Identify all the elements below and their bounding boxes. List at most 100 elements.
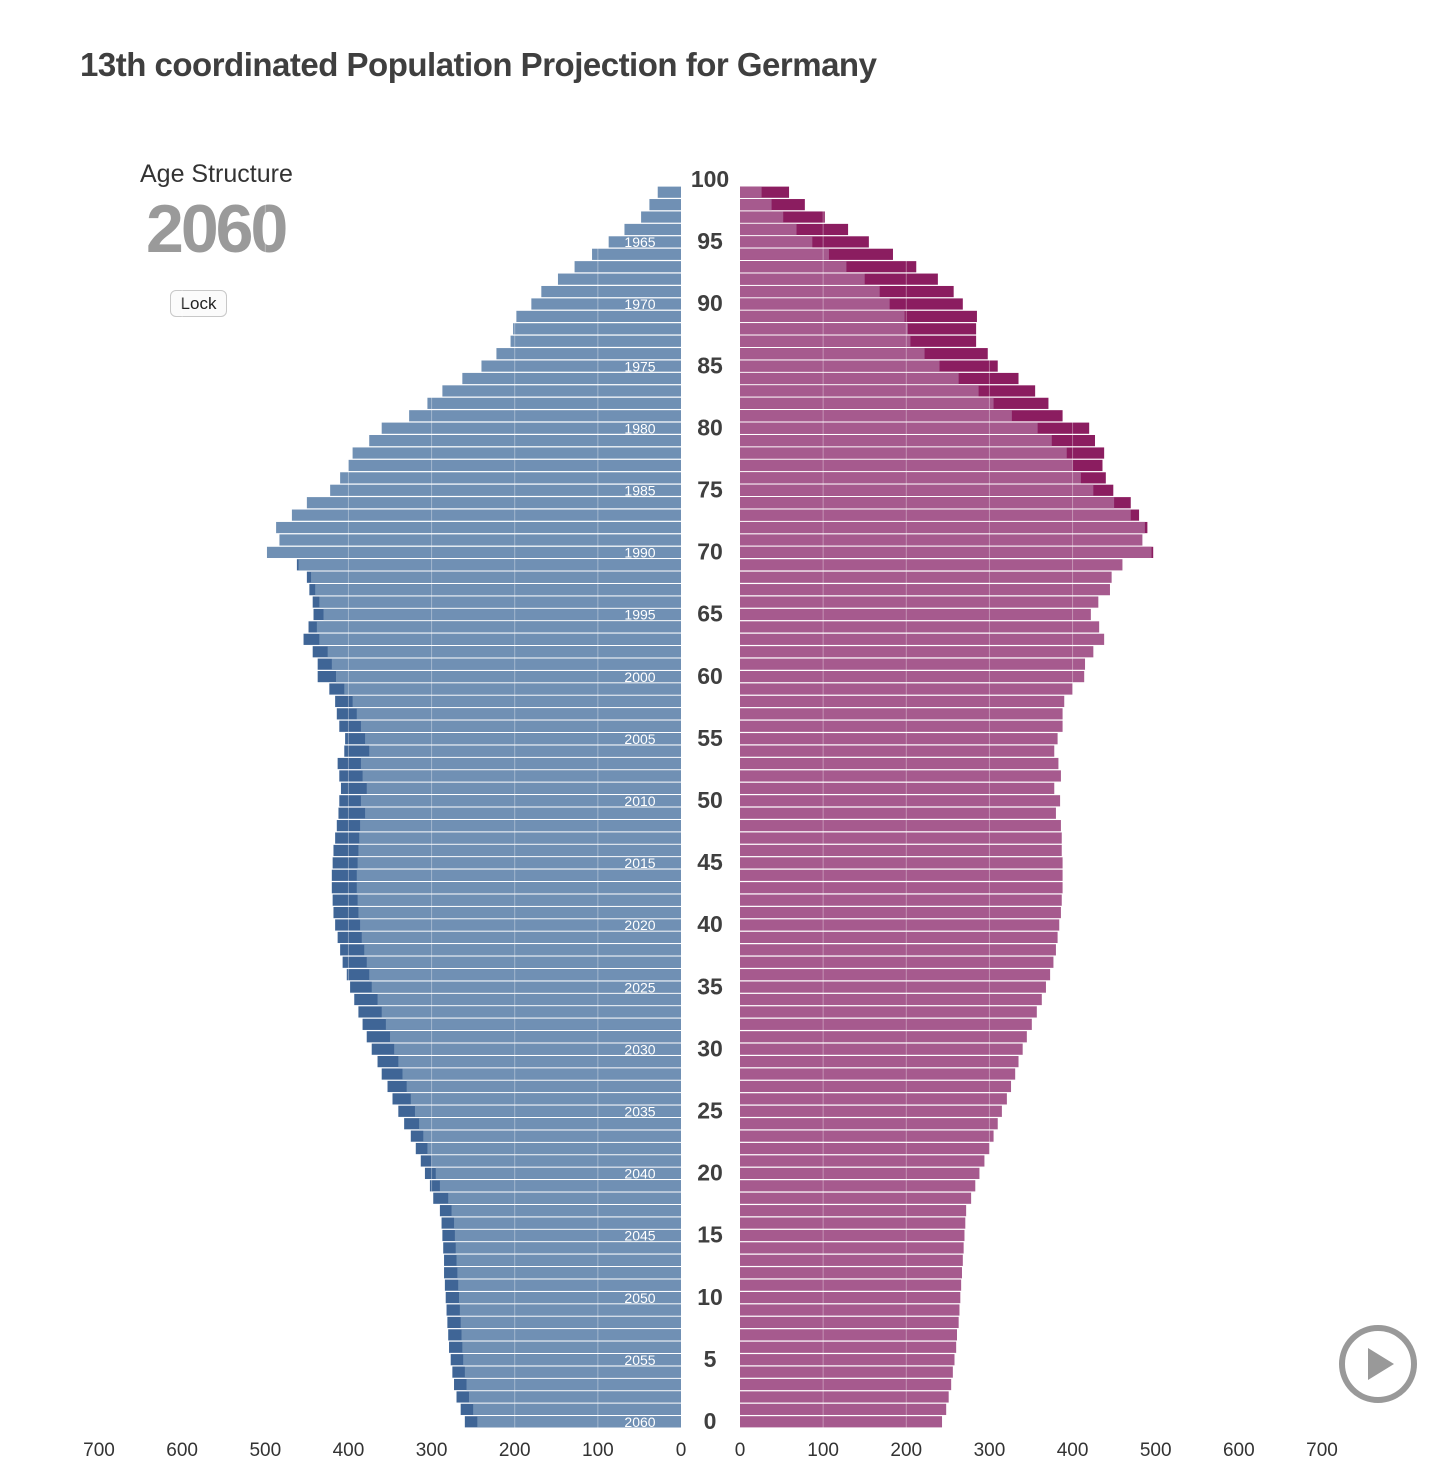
male-bar-age-33: [381, 1006, 681, 1018]
female-bar-age-38: [740, 944, 1056, 956]
male-bar-age-37: [366, 956, 681, 968]
male-bar-age-52: [362, 770, 681, 782]
age-tick-40: 40: [697, 911, 723, 937]
female-bar-age-31: [740, 1031, 1027, 1043]
male-bar-age-67: [315, 584, 681, 596]
male-bar-age-72: [276, 521, 681, 534]
female-bar-age-81: [740, 410, 1012, 422]
x-tick-right-500: 500: [1140, 1440, 1172, 1461]
male-bar-age-29: [398, 1056, 681, 1068]
male-bar-age-88: [513, 323, 681, 335]
female-bar-age-61: [740, 658, 1086, 670]
cohort-label-2040: 2040: [624, 1166, 655, 1182]
female-bar-age-87: [740, 335, 911, 347]
cohort-label-2030: 2030: [624, 1041, 655, 1057]
cohort-label-1980: 1980: [624, 420, 655, 436]
male-bar-age-84: [462, 372, 681, 385]
female-bar-age-28: [740, 1068, 1016, 1080]
female-bars: [740, 186, 1154, 1428]
male-bar-age-71: [279, 534, 681, 546]
male-bar-age-16: [454, 1217, 681, 1229]
current-year-display: 2060: [146, 191, 288, 267]
x-tick-left-600: 600: [166, 1440, 198, 1461]
female-bar-age-46: [740, 844, 1062, 857]
male-bar-age-6: [462, 1341, 681, 1353]
female-bar-age-50: [740, 795, 1061, 807]
female-bar-age-17: [740, 1205, 967, 1217]
male-bar-age-59: [344, 683, 681, 695]
x-tick-left-100: 100: [582, 1440, 614, 1461]
female-bar-age-27: [740, 1080, 1012, 1093]
female-bar-age-24: [740, 1118, 998, 1130]
female-bar-age-85: [740, 360, 940, 372]
male-bar-age-40: [360, 919, 681, 931]
male-bar-age-7: [461, 1329, 681, 1341]
female-bar-age-12: [740, 1267, 962, 1279]
male-bar-age-12: [457, 1267, 681, 1279]
female-bar-age-2: [740, 1391, 949, 1403]
male-bar-age-43: [356, 882, 681, 894]
play-button[interactable]: [1338, 1324, 1418, 1404]
age-tick-65: 65: [697, 601, 723, 627]
lock-button[interactable]: Lock: [170, 290, 227, 317]
male-bar-age-0: [477, 1416, 681, 1428]
female-bar-age-10: [740, 1291, 961, 1304]
female-bar-age-51: [740, 782, 1055, 794]
male-bar-age-39: [361, 931, 681, 944]
cohort-label-1990: 1990: [624, 545, 655, 561]
male-bar-age-60: [335, 670, 681, 683]
male-bar-age-32: [385, 1018, 681, 1030]
female-bar-age-39: [740, 931, 1058, 944]
female-bar-age-6: [740, 1341, 957, 1353]
male-bar-age-78: [352, 447, 681, 459]
age-tick-70: 70: [697, 539, 723, 565]
male-bar-age-80: [381, 422, 681, 434]
male-bar-age-61: [331, 658, 681, 670]
x-tick-right-400: 400: [1057, 1440, 1089, 1461]
female-bar-age-21: [740, 1155, 985, 1167]
male-bar-age-19: [439, 1180, 681, 1192]
age-tick-85: 85: [697, 352, 723, 378]
male-bar-age-98: [649, 199, 681, 211]
female-bar-age-64: [740, 621, 1100, 633]
male-bar-age-95: [608, 236, 681, 248]
female-bar-age-22: [740, 1142, 990, 1155]
female-bar-age-83: [740, 385, 979, 397]
male-bar-age-90: [531, 298, 681, 310]
age-tick-0: 0: [704, 1408, 717, 1434]
female-bar-age-14: [740, 1242, 964, 1254]
male-bar-age-64: [316, 621, 681, 633]
female-bar-age-41: [740, 906, 1061, 919]
female-bar-age-26: [740, 1093, 1007, 1105]
cohort-label-2010: 2010: [624, 793, 655, 809]
x-tick-left-200: 200: [499, 1440, 531, 1461]
male-bar-age-83: [442, 385, 681, 397]
age-tick-90: 90: [697, 290, 723, 316]
male-bar-age-22: [427, 1142, 681, 1155]
male-bar-age-47: [359, 832, 681, 844]
female-bar-age-25: [740, 1105, 1002, 1117]
female-bar-age-42: [740, 894, 1062, 906]
male-bar-age-10: [459, 1291, 681, 1304]
female-bar-age-70: [740, 546, 1152, 558]
male-bar-age-62: [327, 646, 681, 658]
female-bar-age-1: [740, 1403, 947, 1415]
male-bar-age-1: [473, 1403, 681, 1415]
female-bar-age-11: [740, 1279, 962, 1291]
cohort-year-labels: 2060 2055 2050 2045 2040 2035 2030 2025 2020 2015…: [624, 234, 655, 1430]
male-bar-age-87: [510, 335, 681, 347]
male-bar-age-23: [423, 1130, 681, 1142]
male-bar-age-55: [365, 733, 681, 745]
male-bar-age-63: [319, 633, 681, 645]
age-tick-80: 80: [697, 414, 723, 440]
female-bar-age-78: [740, 447, 1067, 459]
x-tick-left-700: 700: [83, 1440, 115, 1461]
male-bar-age-4: [464, 1366, 681, 1378]
female-bar-age-20: [740, 1167, 980, 1179]
female-bar-age-37: [740, 956, 1054, 968]
female-bar-age-56: [740, 720, 1063, 732]
female-bar-age-93: [740, 261, 847, 273]
male-bar-age-58: [352, 695, 681, 708]
female-bar-excess-age-98: [740, 199, 805, 211]
female-bar-age-82: [740, 397, 994, 409]
